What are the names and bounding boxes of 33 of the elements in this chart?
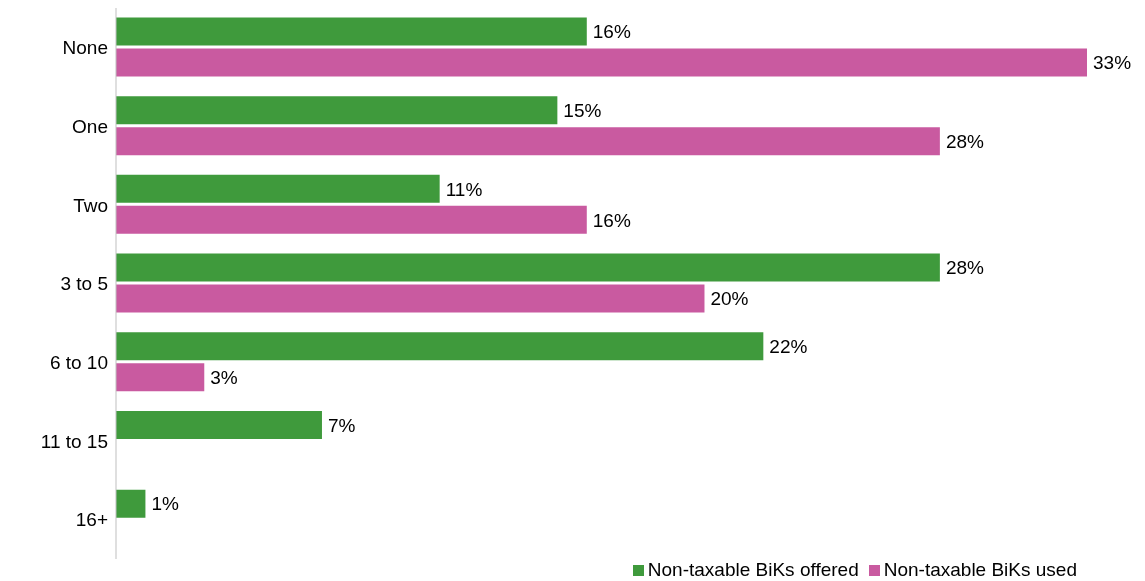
bar <box>116 363 205 392</box>
data-label: 3% <box>210 367 238 389</box>
data-label: 1% <box>151 493 179 515</box>
data-label: 16% <box>592 21 631 43</box>
y-tick-label: One <box>72 115 108 137</box>
y-tick-label: 6 to 10 <box>49 351 108 373</box>
data-label: 28% <box>945 257 985 279</box>
data-label: 28% <box>945 130 985 152</box>
data-label: 7% <box>327 414 356 436</box>
y-tick-label: None <box>62 37 108 59</box>
bar <box>116 174 440 203</box>
bar <box>116 205 587 234</box>
y-tick-label: Two <box>73 194 108 216</box>
y-tick-label: 16+ <box>75 509 108 531</box>
data-label: 15% <box>563 99 602 121</box>
bar <box>116 332 764 361</box>
data-label: 22% <box>769 336 808 358</box>
data-label: 20% <box>710 288 749 310</box>
bar <box>116 284 705 313</box>
y-tick-label: 3 to 5 <box>60 273 108 295</box>
y-tick-label: 11 to 15 <box>40 430 108 452</box>
bar <box>116 17 587 46</box>
bar <box>116 127 940 156</box>
legend-label: Non-taxable BiKs offered <box>647 559 859 580</box>
data-label: 33% <box>1093 52 1132 74</box>
bar <box>116 253 940 282</box>
bar <box>116 489 146 518</box>
legend-label: Non-taxable BiKs used <box>883 559 1077 580</box>
bar <box>116 48 1087 77</box>
bar <box>116 96 558 125</box>
data-label: 11% <box>445 178 483 200</box>
bar <box>116 411 322 440</box>
data-label: 16% <box>592 209 631 231</box>
